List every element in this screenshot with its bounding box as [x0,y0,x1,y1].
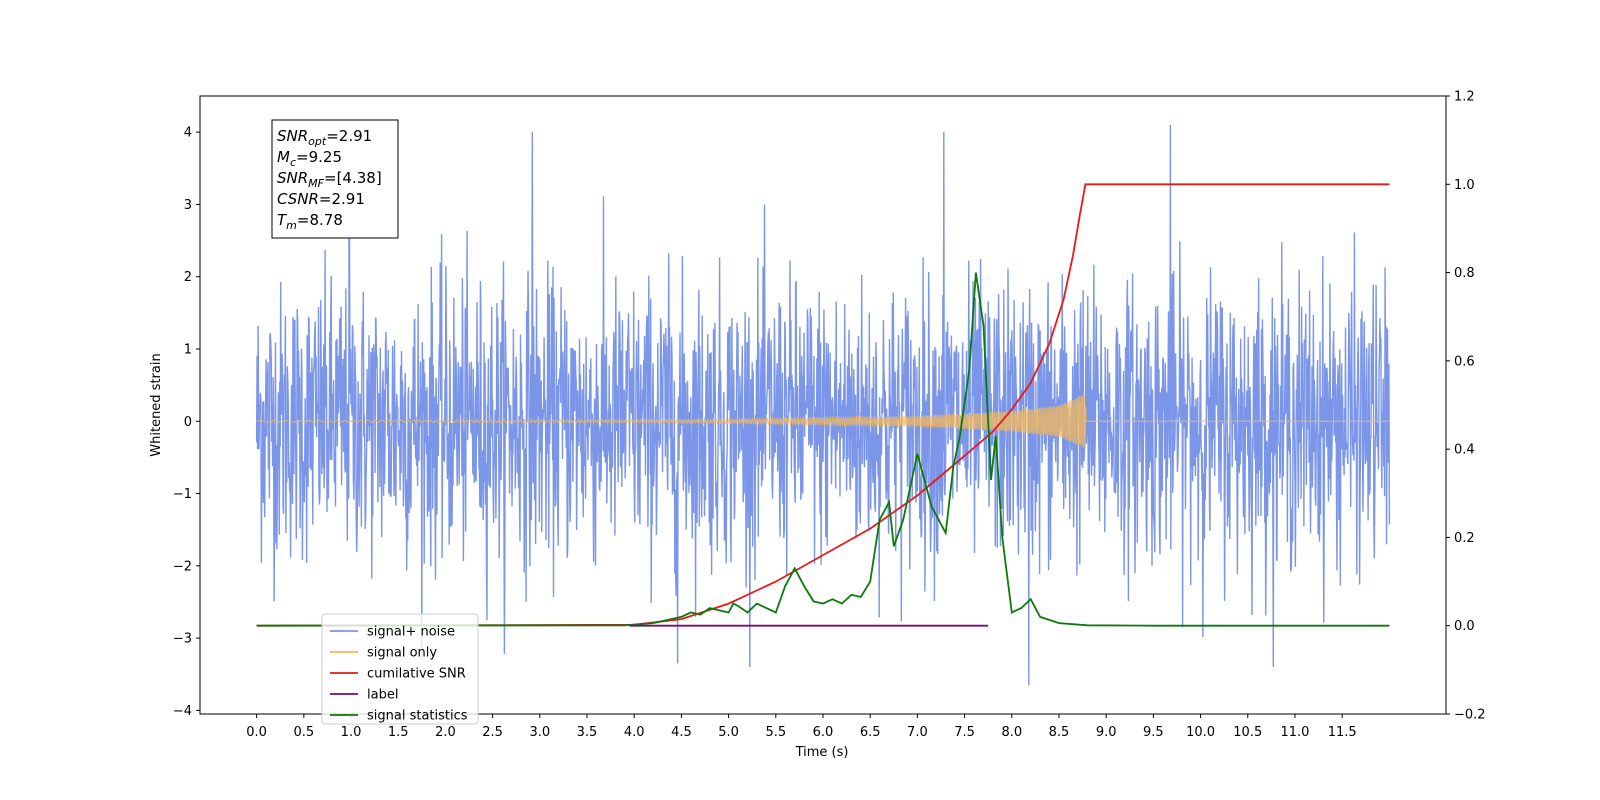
legend: signal+ noise signal only cumilative SNR la… [321,613,479,725]
series-signal-noise [255,124,1391,686]
series-cumulative-snr [256,183,1390,627]
x-tick-label: 4.5 [671,725,692,740]
x-tick-label: 6.5 [860,725,881,740]
legend-label: label [367,688,398,703]
y-right-tick-label: 0.0 [1454,619,1475,634]
x-tick-label: 9.5 [1143,725,1164,740]
y-left-tick-label: −3 [173,632,192,647]
x-tick-label: 0.5 [293,725,314,740]
x-tick-label: 0.0 [246,725,267,740]
y-right-tick-label: 0.6 [1454,354,1475,369]
x-tick-label: 3.0 [529,725,550,740]
y-left-tick-label: 3 [184,198,192,213]
x-tick-label: 8.0 [1001,725,1022,740]
y-right-tick-label: 0.4 [1454,443,1475,458]
y-left-tick-label: −2 [173,559,192,574]
x-axis: 0.0 0.5 1.0 1.5 2.0 2.5 3.0 3.5 4.0 4.5 5.0 5.5 6.0 6… [246,714,1357,740]
x-tick-label: 9.0 [1096,725,1117,740]
x-tick-label: 1.5 [388,725,409,740]
y-axis-right: −0.2 0.0 0.2 0.4 0.6 0.8 1.0 1.2 [1446,90,1486,723]
x-tick-label: 4.0 [624,725,645,740]
y-left-tick-label: −4 [173,704,192,719]
y-right-tick-label: −0.2 [1454,708,1486,723]
x-tick-label: 5.0 [718,725,739,740]
x-tick-label: 2.0 [435,725,456,740]
y-right-tick-label: 1.2 [1454,90,1475,105]
legend-signal-noise: signal+ noise [367,625,455,640]
x-tick-label: 5.5 [765,725,786,740]
series-signal-only [256,395,1390,449]
y-right-tick-label: 0.8 [1454,266,1475,281]
legend-signal-only: signal only [367,646,437,661]
x-tick-label: 8.5 [1049,725,1070,740]
y-left-tick-label: 2 [184,270,192,285]
x-tick-label: 11.0 [1280,725,1309,740]
x-tick-label: 10.0 [1186,725,1215,740]
x-tick-label: 1.0 [341,725,362,740]
y-right-tick-label: 1.0 [1454,178,1475,193]
x-tick-label: 7.0 [907,725,928,740]
x-tick-label: 10.5 [1233,725,1262,740]
annotation-line: CSNR=2.91 [277,190,365,208]
annotation-line: SNRopt=2.91 [277,127,372,148]
y-left-tick-label: 1 [184,342,192,357]
y-axis-label: Whitened strain [149,353,164,456]
x-tick-label: 6.0 [813,725,834,740]
y-left-tick-label: 0 [184,415,192,430]
x-tick-label: 2.5 [482,725,503,740]
series-signal-statistics [256,272,1390,627]
annotation-line: Tm=8.78 [277,211,343,232]
annotation-line: SNRMF=[4.38] [277,169,382,190]
legend-cumulative-snr: cumilative SNR [367,667,466,682]
x-axis-label: Time (s) [795,745,849,760]
x-tick-label: 11.5 [1328,725,1357,740]
x-tick-label: 3.5 [577,725,598,740]
x-tick-label: 7.5 [954,725,975,740]
annotation-line: Mc=9.25 [277,148,342,169]
y-left-tick-label: 4 [184,126,192,141]
y-left-tick-label: −1 [173,487,192,502]
y-right-tick-label: 0.2 [1454,531,1475,546]
y-axis-left: −4 −3 −2 −1 0 1 2 3 4 [173,126,200,719]
legend-signal-statistics: signal statistics [367,709,468,724]
